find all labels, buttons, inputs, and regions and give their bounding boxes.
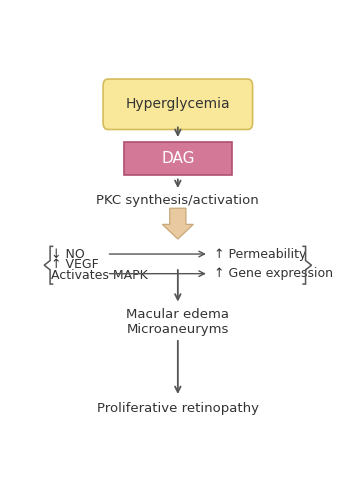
Text: ↑ Permeability: ↑ Permeability [214,248,306,260]
Polygon shape [162,208,193,239]
Text: ↑ VEGF: ↑ VEGF [51,258,99,272]
Text: PKC synthesis/activation: PKC synthesis/activation [96,194,259,207]
FancyBboxPatch shape [124,142,232,174]
Text: Activates MAPK: Activates MAPK [51,269,148,282]
Text: ↓ NO: ↓ NO [51,248,85,260]
FancyBboxPatch shape [103,79,253,130]
Text: ↑ Gene expression: ↑ Gene expression [214,267,333,280]
Text: Macular edema
Microaneuryms: Macular edema Microaneuryms [126,308,229,336]
Text: Proliferative retinopathy: Proliferative retinopathy [97,402,259,415]
Text: DAG: DAG [161,150,195,166]
Text: Hyperglycemia: Hyperglycemia [126,98,230,112]
